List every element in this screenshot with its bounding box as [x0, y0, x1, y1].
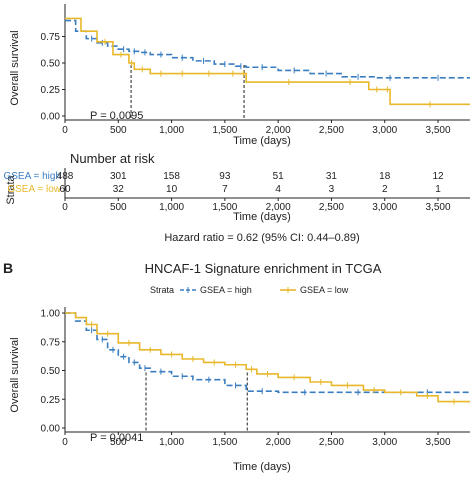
xtick-label-b-0: 0	[62, 437, 68, 448]
risk-cell-high-3: 93	[219, 171, 231, 182]
series-line-b-high	[65, 312, 470, 394]
km-plot-a: Overall survival Time (days) P = 0.0095 …	[9, 4, 470, 147]
risk-cell-high-4: 51	[273, 171, 285, 182]
xtick-label-b-4: 2,000	[266, 437, 291, 448]
xlabel-a: Time (days)	[233, 135, 291, 147]
risk-row-label-low: GSEA = low	[7, 184, 61, 195]
ytick-label-b-3: 0.75	[41, 337, 61, 348]
pvalue-b: P = 0.0041	[90, 432, 143, 444]
risk-xtick-label-7: 3,500	[426, 202, 451, 213]
risk-xtick-label-6: 3,000	[372, 202, 397, 213]
ytick-label-b-0: 0.00	[41, 424, 61, 435]
km-plot-b: B HNCAF-1 Signature enrichment in TCGA S…	[3, 260, 470, 473]
panel-title-b: HNCAF-1 Signature enrichment in TCGA	[145, 261, 382, 276]
risk-xtick-label-1: 500	[110, 202, 127, 213]
risk-table-title: Number at risk	[70, 151, 155, 166]
ytick-label-a-3: 0.75	[41, 32, 61, 43]
xtick-label-b-1: 500	[110, 437, 127, 448]
risk-cell-high-2: 158	[163, 171, 180, 182]
xtick-label-b-5: 2,500	[319, 437, 344, 448]
risk-cell-high-6: 18	[379, 171, 391, 182]
risk-xtick-label-0: 0	[62, 202, 68, 213]
xtick-label-a-6: 3,000	[372, 125, 397, 136]
strata-label: Strata	[5, 174, 17, 204]
risk-xtick-label-4: 2,000	[266, 202, 291, 213]
xtick-label-a-0: 0	[62, 125, 68, 136]
ytick-label-b-1: 0.25	[41, 395, 61, 406]
legend-title-b: Strata	[150, 285, 174, 295]
risk-cell-low-6: 2	[382, 184, 388, 195]
series-line-a-low	[65, 17, 470, 106]
xlabel-b: Time (days)	[233, 461, 291, 473]
risk-cell-low-3: 7	[222, 184, 228, 195]
pvalue-a: P = 0.0095	[90, 110, 143, 122]
risk-xlabel: Time (days)	[233, 211, 291, 223]
xtick-label-a-4: 2,000	[266, 125, 291, 136]
risk-cell-low-7: 1	[435, 184, 441, 195]
ylabel-a: Overall survival	[9, 30, 21, 105]
ytick-label-a-0: 0.00	[41, 112, 61, 123]
ylabel-b: Overall survival	[9, 337, 21, 412]
xtick-label-a-7: 3,500	[426, 125, 451, 136]
risk-xtick-label-2: 1,000	[159, 202, 184, 213]
hazard-ratio: Hazard ratio = 0.62 (95% CI: 0.44–0.89)	[164, 232, 359, 244]
risk-cell-low-5: 3	[329, 184, 335, 195]
xtick-label-b-6: 3,000	[372, 437, 397, 448]
xtick-label-a-5: 2,500	[319, 125, 344, 136]
xtick-label-a-2: 1,000	[159, 125, 184, 136]
risk-cell-low-2: 10	[166, 184, 178, 195]
ytick-label-b-2: 0.50	[41, 366, 61, 377]
ytick-label-a-1: 0.25	[41, 85, 61, 96]
xtick-label-b-3: 1,500	[212, 437, 237, 448]
legend-label-high: GSEA = high	[200, 285, 252, 295]
risk-cell-high-7: 12	[432, 171, 444, 182]
risk-cell-high-5: 31	[326, 171, 338, 182]
risk-row-label-high: GSEA = high	[3, 171, 61, 182]
risk-xtick-label-5: 2,500	[319, 202, 344, 213]
xtick-label-a-3: 1,500	[212, 125, 237, 136]
legend-label-low: GSEA = low	[300, 285, 349, 295]
ytick-label-a-2: 0.50	[41, 59, 61, 70]
series-line-a-high	[65, 19, 470, 79]
risk-cell-low-1: 32	[113, 184, 125, 195]
xtick-label-a-1: 500	[110, 125, 127, 136]
risk-xtick-label-3: 1,500	[212, 202, 237, 213]
risk-table: Number at risk Strata Time (days) Hazard…	[3, 151, 470, 244]
ytick-label-b-4: 1.00	[41, 309, 61, 320]
xtick-label-b-2: 1,000	[159, 437, 184, 448]
xtick-label-b-7: 3,500	[426, 437, 451, 448]
panel-letter-b: B	[3, 260, 13, 276]
risk-cell-high-1: 301	[110, 171, 127, 182]
risk-cell-low-4: 4	[275, 184, 281, 195]
